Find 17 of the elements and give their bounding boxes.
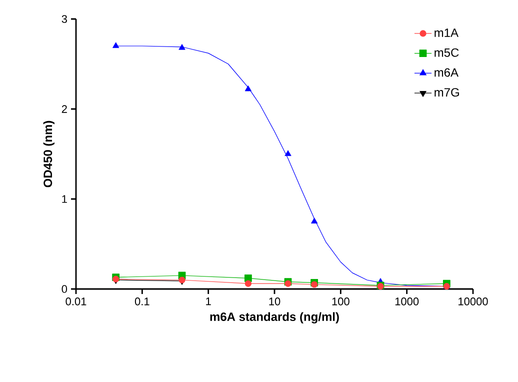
x-tick-label: 1 [206,298,211,306]
x-tick-label: 100 [332,298,350,306]
legend-label: m6A [434,68,459,77]
y-tick-label: 0 [62,285,68,293]
x-tick-label: 0.1 [134,298,150,306]
x-tick-label: 0.01 [66,298,86,306]
y-tick-label: 1 [62,195,67,203]
legend-label: m7G [434,88,459,97]
x-axis-title: m6A standards (ng/ml) [210,312,339,324]
legend-label: m5C [434,48,459,57]
legend-label: m1A [434,28,459,37]
x-tick-label: 1000 [395,298,419,306]
x-tick-label: 10000 [458,298,488,306]
x-tick-label: 10 [269,298,280,306]
y-axis-title: OD450 (nm) [43,120,54,188]
y-tick-label: 3 [62,15,67,23]
y-tick-label: 2 [62,105,67,113]
